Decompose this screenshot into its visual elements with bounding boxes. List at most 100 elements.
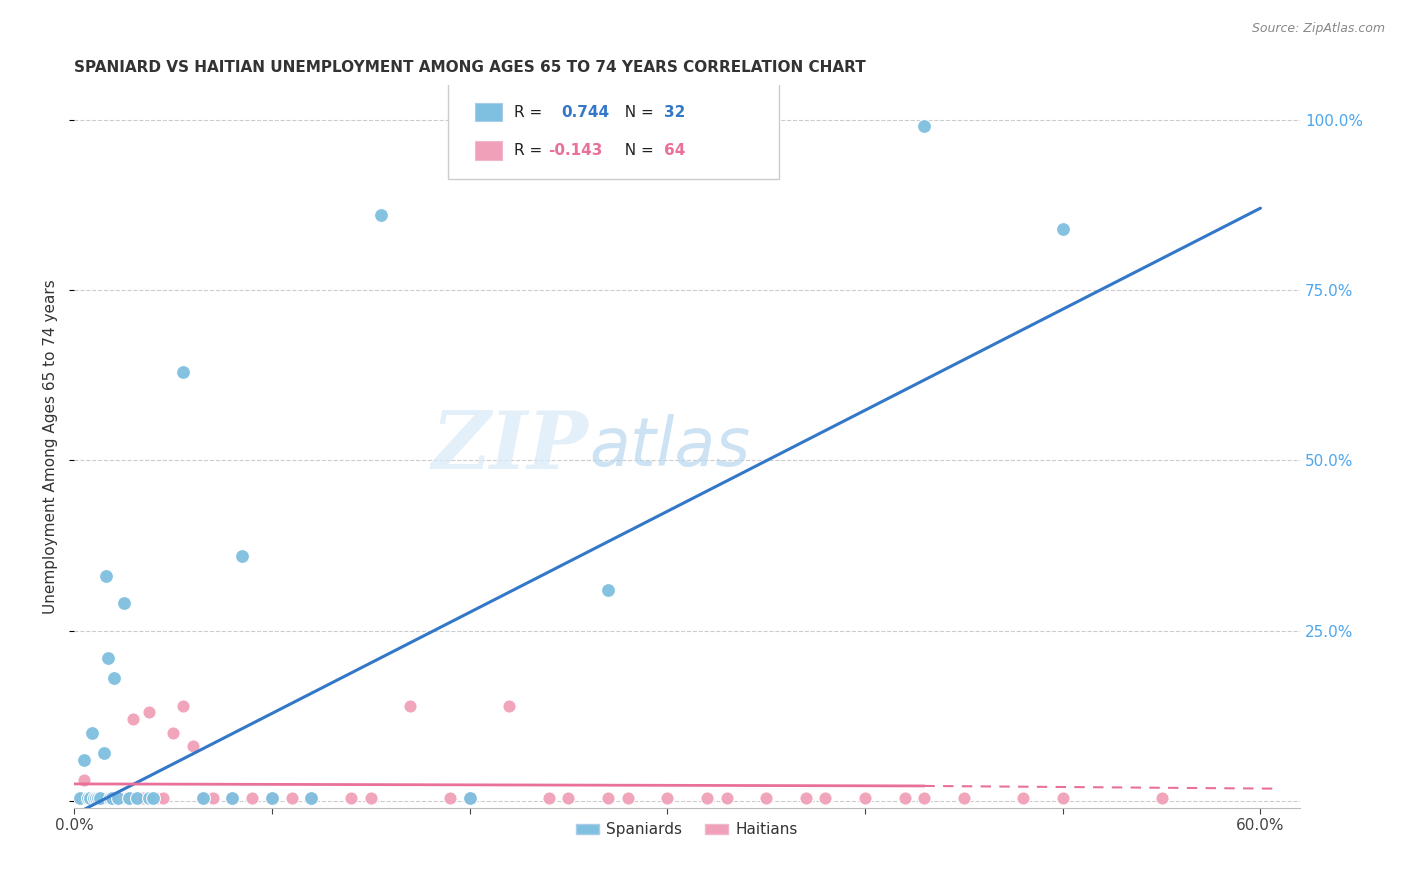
Point [260, 790, 283, 805]
Point [716, 790, 738, 805]
Point [191, 790, 214, 805]
Point [97, 650, 120, 665]
Point [172, 698, 194, 713]
Point [498, 698, 520, 713]
FancyBboxPatch shape [449, 82, 779, 179]
Point [73, 773, 96, 788]
Point [84, 790, 107, 805]
Point [299, 790, 322, 805]
Text: 32: 32 [664, 104, 685, 120]
Text: N =: N = [614, 143, 658, 158]
Point [97, 790, 120, 805]
Point [89, 790, 111, 805]
Text: R =: R = [515, 104, 547, 120]
Point [616, 790, 638, 805]
Point [127, 790, 149, 805]
Text: N =: N = [614, 104, 658, 120]
Point [79, 790, 101, 805]
Point [142, 790, 165, 805]
Point [1012, 790, 1035, 805]
Point [162, 726, 184, 740]
Text: ZIP: ZIP [432, 408, 589, 485]
Point [794, 790, 817, 805]
Text: SPANIARD VS HAITIAN UNEMPLOYMENT AMONG AGES 65 TO 74 YEARS CORRELATION CHART: SPANIARD VS HAITIAN UNEMPLOYMENT AMONG A… [75, 60, 866, 75]
Point [70, 790, 93, 805]
Point [439, 790, 461, 805]
Point [953, 790, 976, 805]
Point [73, 753, 96, 767]
Point [853, 790, 876, 805]
Point [755, 790, 778, 805]
Point [172, 365, 194, 379]
Point [221, 790, 243, 805]
Point [79, 790, 101, 805]
Point [814, 790, 837, 805]
Point [240, 790, 263, 805]
Point [83, 790, 105, 805]
Point [340, 790, 363, 805]
Point [118, 790, 141, 805]
Point [537, 790, 560, 805]
Point [138, 706, 160, 720]
Point [112, 596, 135, 610]
Point [83, 790, 105, 805]
Text: -0.143: -0.143 [548, 143, 603, 158]
Point [912, 790, 935, 805]
FancyBboxPatch shape [475, 141, 502, 160]
Point [201, 790, 224, 805]
Point [90, 790, 112, 805]
Point [557, 790, 579, 805]
Point [103, 671, 125, 685]
Point [94, 569, 117, 583]
Point [191, 790, 214, 805]
Point [132, 790, 155, 805]
Point [87, 790, 110, 805]
Point [118, 790, 141, 805]
Point [110, 790, 132, 805]
Text: atlas: atlas [589, 414, 751, 480]
Text: 64: 64 [664, 143, 685, 158]
Point [458, 790, 481, 805]
Point [89, 790, 111, 805]
Point [103, 790, 125, 805]
Text: R =: R = [515, 143, 547, 158]
Point [131, 790, 153, 805]
Point [100, 790, 122, 805]
Point [138, 790, 160, 805]
Point [152, 790, 174, 805]
Point [80, 790, 103, 805]
Point [657, 790, 679, 805]
Text: 0.744: 0.744 [561, 104, 609, 120]
Point [231, 549, 253, 563]
Point [399, 698, 422, 713]
Point [596, 790, 619, 805]
Point [93, 746, 115, 760]
Point [75, 790, 97, 805]
Point [69, 790, 91, 805]
Point [1052, 221, 1074, 235]
Point [696, 790, 718, 805]
Point [360, 790, 382, 805]
Point [912, 120, 935, 134]
Point [84, 790, 107, 805]
Point [80, 726, 103, 740]
Point [893, 790, 915, 805]
Point [107, 790, 129, 805]
Point [87, 790, 110, 805]
Point [1052, 790, 1074, 805]
Point [181, 739, 204, 754]
Point [93, 790, 115, 805]
Point [100, 790, 122, 805]
Point [77, 790, 100, 805]
Point [94, 790, 117, 805]
Point [122, 712, 145, 726]
Point [98, 790, 121, 805]
Point [458, 790, 481, 805]
Point [146, 790, 169, 805]
Point [69, 790, 91, 805]
Point [370, 208, 392, 222]
Point [596, 582, 619, 597]
Point [127, 790, 149, 805]
Point [299, 790, 322, 805]
Point [260, 790, 283, 805]
